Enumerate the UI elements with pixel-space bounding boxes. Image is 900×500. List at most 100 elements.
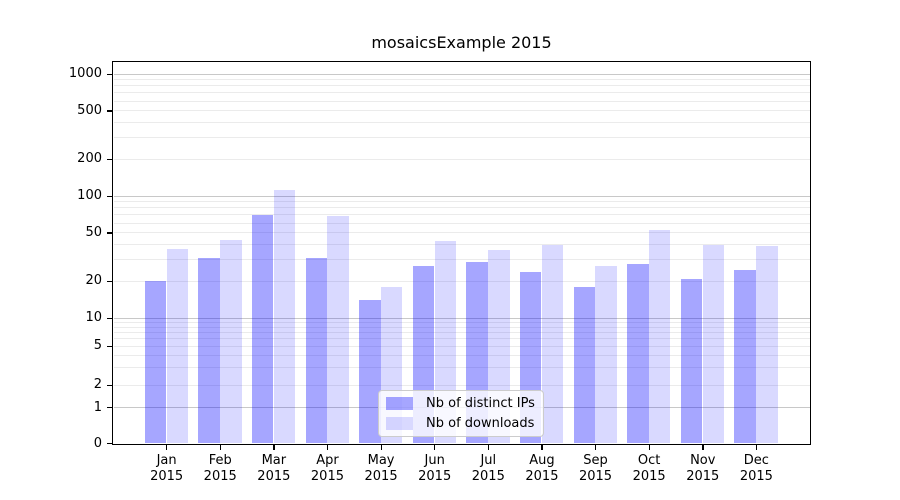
bar-downloads-jan [166,248,188,444]
x-tick-mark [273,445,275,450]
x-tick-label: Dec 2015 [739,453,773,484]
x-tick-mark [166,445,168,450]
bar-downloads-aug [541,244,564,444]
legend-label-distinct-ips: Nb of distinct IPs [426,395,535,411]
x-tick-mark [702,445,704,450]
y-tick-label: 100 [77,188,102,203]
x-tick-label: Feb 2015 [203,453,237,484]
y-tick-mark [107,195,112,197]
bar-distinct-ips-feb [198,258,220,444]
bar-distinct-ips-jan [144,281,167,444]
minor-gridline [114,232,810,234]
y-tick-label: 0 [93,435,102,451]
y-tick-mark [107,158,112,161]
legend-item-downloads: Nb of downloads [386,415,535,431]
y-tick-mark [107,345,112,347]
bar-distinct-ips-may [359,300,381,444]
y-tick-label: 20 [85,273,102,289]
bar-downloads-sep [595,265,617,444]
y-tick-label: 1000 [68,66,102,81]
minor-gridline [114,100,810,102]
y-tick-label: 1 [93,399,102,415]
y-tick-mark [107,317,112,320]
y-tick-label: 200 [77,151,102,167]
minor-gridline [114,85,810,87]
bar-distinct-ips-dec [734,269,756,444]
major-gridline [114,73,810,75]
y-tick-label: 5 [93,338,102,353]
bar-downloads-feb [220,239,242,444]
y-tick-mark [107,384,112,386]
x-tick-mark [487,445,490,450]
minor-gridline [114,122,810,124]
x-tick-mark [326,445,329,450]
x-tick-label: May 2015 [364,453,398,484]
major-gridline [114,195,810,197]
bar-distinct-ips-sep [573,287,596,444]
minor-gridline [114,384,810,386]
minor-gridline [114,367,810,369]
minor-gridline [114,222,810,224]
y-tick-mark [107,280,112,283]
legend-label-downloads: Nb of downloads [426,415,535,431]
bar-distinct-ips-mar [251,214,274,444]
minor-gridline [114,214,810,216]
x-tick-mark [755,445,758,450]
minor-gridline [114,326,810,328]
x-tick-mark [434,445,436,450]
minor-gridline [114,137,810,139]
bar-downloads-nov [702,244,725,444]
y-tick-mark [107,73,112,75]
x-tick-label: Jul 2015 [471,453,505,484]
major-gridline [114,317,810,319]
minor-gridline [114,79,810,81]
minor-gridline [114,338,810,340]
x-tick-mark [219,445,222,450]
y-tick-label: 10 [85,310,102,326]
minor-gridline [114,345,810,347]
bar-distinct-ips-nov [680,278,703,444]
minor-gridline [114,354,810,356]
x-tick-label: Aug 2015 [525,453,559,484]
minor-gridline [114,92,810,94]
y-tick-label: 50 [85,224,102,240]
bar-downloads-dec [756,246,778,444]
bar-distinct-ips-oct [627,263,649,444]
legend-item-distinct-ips: Nb of distinct IPs [386,395,535,411]
y-tick-mark [107,110,112,112]
x-tick-label: Oct 2015 [632,453,666,484]
x-tick-mark [595,445,597,450]
minor-gridline [114,244,810,246]
x-tick-mark [380,445,382,450]
minor-gridline [114,332,810,334]
minor-gridline [114,201,810,203]
x-tick-label: Jun 2015 [418,453,452,484]
chart-title: mosaicsExample 2015 [371,33,552,52]
minor-gridline [114,158,810,160]
minor-gridline [114,110,810,112]
x-tick-mark [541,445,543,450]
minor-gridline [114,207,810,209]
y-tick-label: 2 [93,377,102,392]
minor-gridline [114,259,810,261]
bar-downloads-oct [649,229,671,444]
x-tick-label: Mar 2015 [257,453,291,484]
x-tick-label: Jan 2015 [150,453,184,484]
minor-gridline [114,280,810,282]
x-tick-label: Nov 2015 [686,453,720,484]
x-tick-label: Sep 2015 [578,453,613,484]
legend: Nb of distinct IPs Nb of downloads [378,390,544,437]
minor-gridline [114,322,810,323]
bar-downloads-mar [273,189,296,444]
y-tick-mark [107,443,112,445]
legend-swatch-downloads [386,417,413,430]
x-tick-mark [648,445,650,450]
legend-swatch-distinct-ips [386,397,413,410]
y-tick-mark [107,232,112,234]
x-tick-label: Apr 2015 [310,453,344,484]
y-tick-mark [107,407,112,409]
bar-downloads-apr [327,216,349,444]
y-tick-label: 500 [77,102,102,118]
bar-distinct-ips-apr [305,258,327,444]
